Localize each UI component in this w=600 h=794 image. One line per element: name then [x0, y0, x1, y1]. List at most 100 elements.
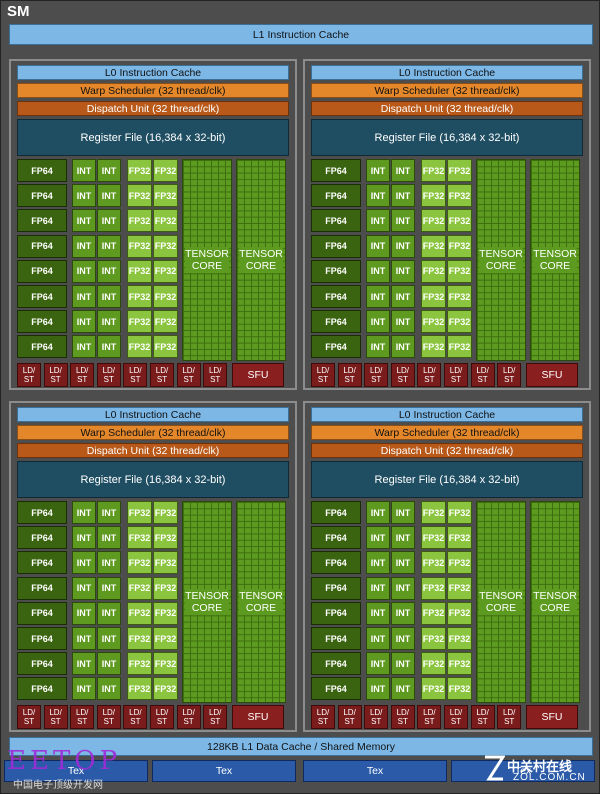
fp64-core: FP64 — [17, 310, 67, 334]
ldst-label: ST — [50, 717, 61, 726]
fp32-core: FP32 — [447, 652, 472, 676]
fp32-core: FP32 — [447, 677, 472, 701]
int-core: INT — [97, 159, 121, 182]
tensor-core-label: CORE — [485, 259, 517, 273]
int-core: INT — [391, 627, 415, 650]
tensor-core: TENSOR CORE — [182, 501, 232, 703]
load-store-unit: LD/ST — [311, 705, 335, 729]
fp32-core: FP32 — [127, 601, 152, 625]
fp32-core: FP32 — [127, 159, 152, 182]
fp64-core: FP64 — [311, 159, 361, 182]
fp32-core: FP32 — [421, 576, 446, 600]
tensor-core-label: CORE — [245, 259, 277, 273]
int-core: INT — [97, 551, 121, 575]
fp32-core: FP32 — [421, 652, 446, 676]
int-core: INT — [366, 677, 390, 701]
fp64-core: FP64 — [17, 234, 67, 258]
ldst-label: LD/ — [75, 708, 89, 717]
ldst-label: LD/ — [75, 366, 89, 375]
ldst-label: LD/ — [22, 366, 36, 375]
ldst-label: ST — [130, 717, 141, 726]
zol-logo-icon — [485, 755, 505, 781]
fp32-core: FP32 — [447, 526, 472, 550]
int-core: INT — [366, 184, 390, 208]
fp64-core: FP64 — [311, 501, 361, 524]
l0-instruction-cache: L0 Instruction Cache — [17, 65, 289, 80]
int-core: INT — [366, 285, 390, 308]
tensor-core-label: TENSOR — [185, 247, 229, 261]
tensor-core-label: TENSOR — [239, 247, 283, 261]
fp32-core: FP32 — [127, 526, 152, 550]
ldst-label: LD/ — [476, 366, 489, 375]
tensor-core: TENSOR CORE — [236, 159, 286, 361]
int-core: INT — [97, 627, 121, 650]
int-core: INT — [72, 551, 96, 575]
fp64-core: FP64 — [17, 601, 67, 625]
int-core: INT — [97, 677, 121, 701]
fp64-core: FP64 — [311, 209, 361, 233]
ldst-label: ST — [23, 375, 35, 384]
ldst-label: LD/ — [423, 708, 436, 717]
fp32-core: FP32 — [421, 285, 446, 308]
tensor-core-label: CORE — [539, 601, 571, 615]
ldst-label: ST — [504, 717, 515, 726]
tensor-core: TENSOR CORE — [476, 501, 526, 703]
fp64-core: FP64 — [17, 259, 67, 283]
load-store-unit: LD/ST — [123, 705, 148, 729]
tensor-core-label: TENSOR — [479, 247, 523, 261]
zol-watermark-logo: 中关村在线 — [507, 759, 573, 774]
ldst-label: ST — [210, 717, 221, 726]
fp32-core: FP32 — [153, 627, 178, 650]
tensor-core-label: CORE — [539, 259, 571, 273]
fp32-core: FP32 — [153, 259, 178, 283]
ldst-label: LD/ — [449, 708, 463, 717]
dispatch-unit: Dispatch Unit (32 thread/clk) — [17, 443, 289, 458]
fp32-core: FP32 — [153, 576, 178, 600]
fp32-core: FP32 — [127, 184, 152, 208]
int-core: INT — [72, 310, 96, 334]
int-core: INT — [366, 627, 390, 650]
fp32-core: FP32 — [153, 209, 178, 233]
int-core: INT — [366, 526, 390, 550]
fp64-core: FP64 — [311, 576, 361, 600]
processing-block: L0 Instruction Cache Warp Scheduler (32 t… — [303, 401, 591, 732]
ldst-label: LD/ — [182, 366, 195, 375]
ldst-label: ST — [424, 717, 435, 726]
load-store-unit: LD/ST — [470, 363, 495, 387]
tensor-core: TENSOR CORE — [476, 159, 526, 361]
ldst-label: LD/ — [155, 366, 169, 375]
fp64-core: FP64 — [17, 677, 67, 701]
ldst-label: LD/ — [49, 366, 62, 375]
tensor-core-label: TENSOR — [239, 589, 283, 603]
tensor-core-label: TENSOR — [533, 589, 577, 603]
special-function-unit: SFU — [526, 705, 578, 729]
fp32-core: FP32 — [421, 310, 446, 334]
load-store-unit: LD/ST — [123, 363, 148, 387]
fp32-core: FP32 — [447, 627, 472, 650]
fp64-core: FP64 — [311, 310, 361, 334]
int-core: INT — [391, 677, 415, 701]
tensor-core-label: CORE — [191, 601, 223, 615]
fp32-core: FP32 — [447, 601, 472, 625]
ldst-label: ST — [317, 717, 329, 726]
fp32-core: FP32 — [127, 652, 152, 676]
ldst-label: LD/ — [369, 708, 383, 717]
load-store-unit: LD/ST — [417, 363, 442, 387]
l1-data-cache-shared-memory: 128KB L1 Data Cache / Shared Memory — [9, 737, 593, 756]
int-core: INT — [366, 335, 390, 359]
fp64-core: FP64 — [311, 234, 361, 258]
fp32-core: FP32 — [421, 159, 446, 182]
ldst-label: ST — [344, 375, 355, 384]
load-store-unit: LD/ST — [390, 363, 415, 387]
ldst-label: ST — [371, 717, 382, 726]
ldst-label: ST — [344, 717, 355, 726]
int-core: INT — [97, 652, 121, 676]
fp32-core: FP32 — [153, 501, 178, 524]
int-core: INT — [97, 209, 121, 233]
load-store-unit: LD/ST — [311, 363, 335, 387]
fp32-core: FP32 — [153, 652, 178, 676]
load-store-unit: LD/ST — [203, 363, 228, 387]
ldst-label: LD/ — [208, 708, 222, 717]
tensor-core-label: CORE — [191, 259, 223, 273]
fp64-core: FP64 — [311, 677, 361, 701]
